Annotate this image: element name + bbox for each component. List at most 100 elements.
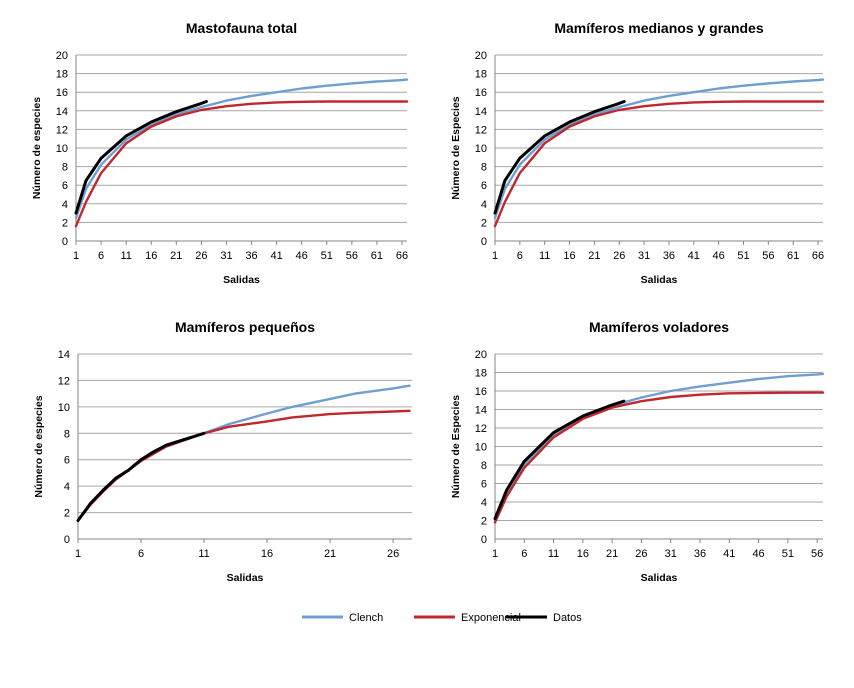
x-tick-label: 36 (245, 250, 257, 262)
x-tick-label: 41 (270, 250, 282, 262)
series-line-clench (493, 372, 825, 522)
x-tick-label: 66 (396, 250, 408, 262)
x-tick-label: 31 (220, 250, 232, 262)
y-tick-label: 6 (481, 180, 487, 192)
y-tick-label: 20 (475, 349, 487, 361)
legend-label-clench: Clench (349, 612, 383, 624)
y-tick-label: 12 (475, 124, 487, 136)
legend-label-exponencial: Exponencial (461, 612, 521, 624)
y-tick-label: 14 (58, 349, 70, 361)
x-tick-label: 16 (577, 548, 589, 560)
chart-title: Mamíferos pequeños (175, 319, 315, 335)
x-tick-label: 11 (548, 548, 559, 560)
y-tick-label: 0 (62, 236, 68, 248)
legend: Clench Exponencial Datos (302, 612, 582, 624)
y-tick-label: 6 (62, 180, 68, 192)
y-tick-label: 4 (481, 199, 487, 211)
x-tick-label: 46 (713, 250, 725, 262)
x-tick-label: 31 (665, 548, 677, 560)
y-tick-label: 4 (481, 497, 487, 509)
legend-label-datos: Datos (553, 612, 582, 624)
x-tick-label: 51 (321, 250, 333, 262)
y-tick-label: 0 (481, 534, 487, 546)
y-tick-label: 10 (475, 143, 487, 155)
x-tick-label: 11 (120, 250, 131, 262)
x-tick-label: 46 (752, 548, 764, 560)
chart-panel-2: Mamíferos medianos y grandes024681012141… (450, 20, 825, 286)
y-tick-label: 8 (62, 162, 68, 174)
y-tick-label: 12 (56, 124, 68, 136)
y-tick-label: 12 (58, 375, 70, 387)
y-tick-label: 2 (481, 217, 487, 229)
y-axis-label: Número de especies (31, 97, 43, 199)
x-tick-label: 51 (737, 250, 749, 262)
series-line-datos (493, 399, 626, 521)
x-tick-label: 31 (638, 250, 650, 262)
series-line-exponencial (76, 409, 411, 522)
x-tick-label: 11 (198, 548, 209, 560)
y-tick-label: 2 (62, 217, 68, 229)
x-axis-label: Salidas (223, 274, 260, 286)
series-line-exponencial (493, 391, 825, 524)
y-tick-label: 14 (56, 106, 68, 118)
series-line-datos (74, 100, 208, 215)
x-tick-label: 16 (261, 548, 273, 560)
x-tick-label: 41 (688, 250, 700, 262)
y-tick-label: 16 (475, 386, 487, 398)
y-axis-label: Número de Especies (450, 96, 462, 199)
y-tick-label: 6 (481, 479, 487, 491)
x-tick-label: 21 (588, 250, 600, 262)
series-line-datos (76, 431, 206, 522)
x-tick-label: 26 (195, 250, 207, 262)
x-tick-label: 21 (606, 548, 618, 560)
series-line-datos (493, 100, 626, 215)
y-tick-label: 10 (56, 143, 68, 155)
series-line-clench (76, 384, 411, 522)
x-tick-label: 1 (492, 250, 498, 262)
y-tick-label: 16 (475, 87, 487, 99)
x-tick-label: 51 (782, 548, 794, 560)
x-tick-label: 11 (539, 250, 550, 262)
x-tick-label: 1 (75, 548, 81, 560)
chart-title: Mastofauna total (186, 20, 297, 36)
y-tick-label: 20 (56, 50, 68, 62)
chart-title: Mamíferos medianos y grandes (554, 20, 764, 36)
x-tick-label: 6 (98, 250, 104, 262)
x-axis-label: Salidas (641, 274, 678, 286)
y-tick-label: 10 (58, 402, 70, 414)
x-tick-label: 41 (723, 548, 735, 560)
x-tick-label: 36 (694, 548, 706, 560)
y-tick-label: 4 (64, 481, 70, 493)
y-axis-label: Número de Especies (450, 395, 462, 498)
x-tick-label: 46 (296, 250, 308, 262)
y-tick-label: 0 (481, 236, 487, 248)
y-axis-label: Número de especies (33, 395, 45, 497)
y-tick-label: 14 (475, 106, 487, 118)
y-tick-label: 16 (56, 87, 68, 99)
x-tick-label: 26 (387, 548, 399, 560)
y-tick-label: 2 (64, 508, 70, 520)
x-tick-label: 26 (613, 250, 625, 262)
x-tick-label: 26 (635, 548, 647, 560)
x-axis-label: Salidas (641, 572, 678, 584)
x-axis-label: Salidas (227, 572, 264, 584)
x-tick-label: 36 (663, 250, 675, 262)
y-tick-label: 14 (475, 405, 487, 417)
y-tick-label: 2 (481, 516, 487, 528)
x-tick-label: 16 (145, 250, 157, 262)
x-tick-label: 66 (812, 250, 824, 262)
x-tick-label: 56 (346, 250, 358, 262)
series-line-exponencial (74, 100, 409, 228)
y-tick-label: 12 (475, 423, 487, 435)
y-tick-label: 18 (475, 368, 487, 380)
series-line-clench (74, 78, 409, 219)
x-tick-label: 56 (811, 548, 823, 560)
x-tick-label: 56 (762, 250, 774, 262)
y-tick-label: 18 (56, 69, 68, 81)
x-tick-label: 21 (324, 548, 336, 560)
